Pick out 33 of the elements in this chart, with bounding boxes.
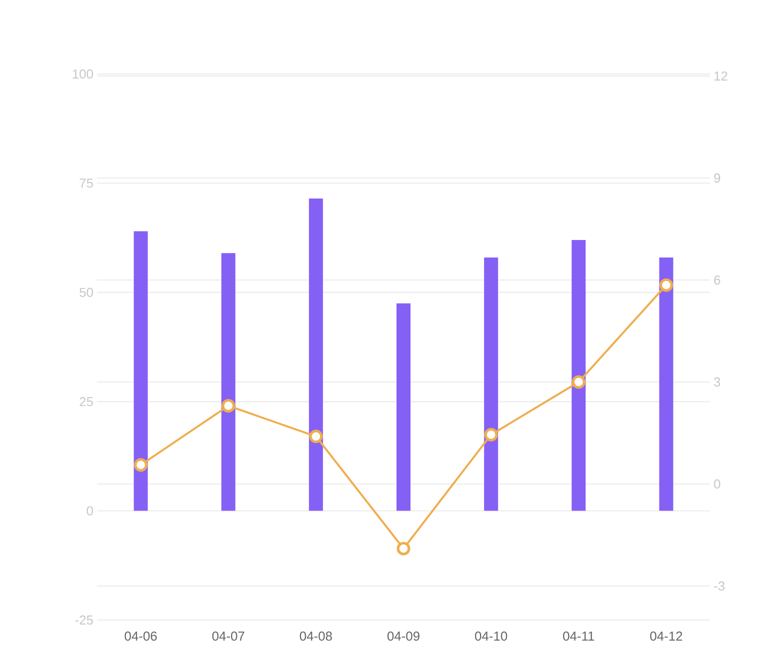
x-tick-label: 04-12 bbox=[650, 632, 682, 641]
y2-tick-label: 0 bbox=[714, 479, 720, 489]
x-tick-label: 04-10 bbox=[475, 632, 508, 641]
y2-tick-label: 6 bbox=[714, 275, 720, 285]
y-tick-label: 100 bbox=[72, 69, 93, 79]
point bbox=[134, 458, 148, 472]
y-tick-label: 0 bbox=[86, 506, 93, 516]
bar bbox=[308, 198, 323, 511]
y-tick-label: -25 bbox=[75, 615, 93, 625]
x-tick-label: 04-11 bbox=[563, 632, 594, 641]
x-tick-label: 04-07 bbox=[212, 632, 244, 641]
bar bbox=[134, 231, 148, 511]
bar bbox=[221, 253, 236, 511]
y2-tick-label: -3 bbox=[714, 581, 724, 591]
x-tick-label: 04-06 bbox=[124, 632, 157, 641]
y-tick-label: 25 bbox=[80, 397, 93, 406]
bar bbox=[659, 257, 674, 511]
y2-tick-label: 12 bbox=[714, 71, 728, 81]
y-tick-label: 75 bbox=[80, 178, 93, 188]
point bbox=[659, 278, 673, 292]
y2-tick-label: 9 bbox=[714, 173, 720, 183]
y2-tick-label: 3 bbox=[714, 377, 720, 387]
bar bbox=[484, 257, 498, 511]
point bbox=[572, 375, 586, 389]
point bbox=[396, 542, 410, 556]
point bbox=[222, 399, 236, 413]
bar bbox=[396, 303, 411, 511]
x-tick-label: 04-08 bbox=[300, 632, 332, 641]
y-tick-label: 50 bbox=[80, 288, 93, 297]
point bbox=[484, 428, 498, 442]
point bbox=[309, 430, 323, 444]
x-tick-label: 04-09 bbox=[387, 632, 420, 641]
bar bbox=[572, 240, 586, 511]
